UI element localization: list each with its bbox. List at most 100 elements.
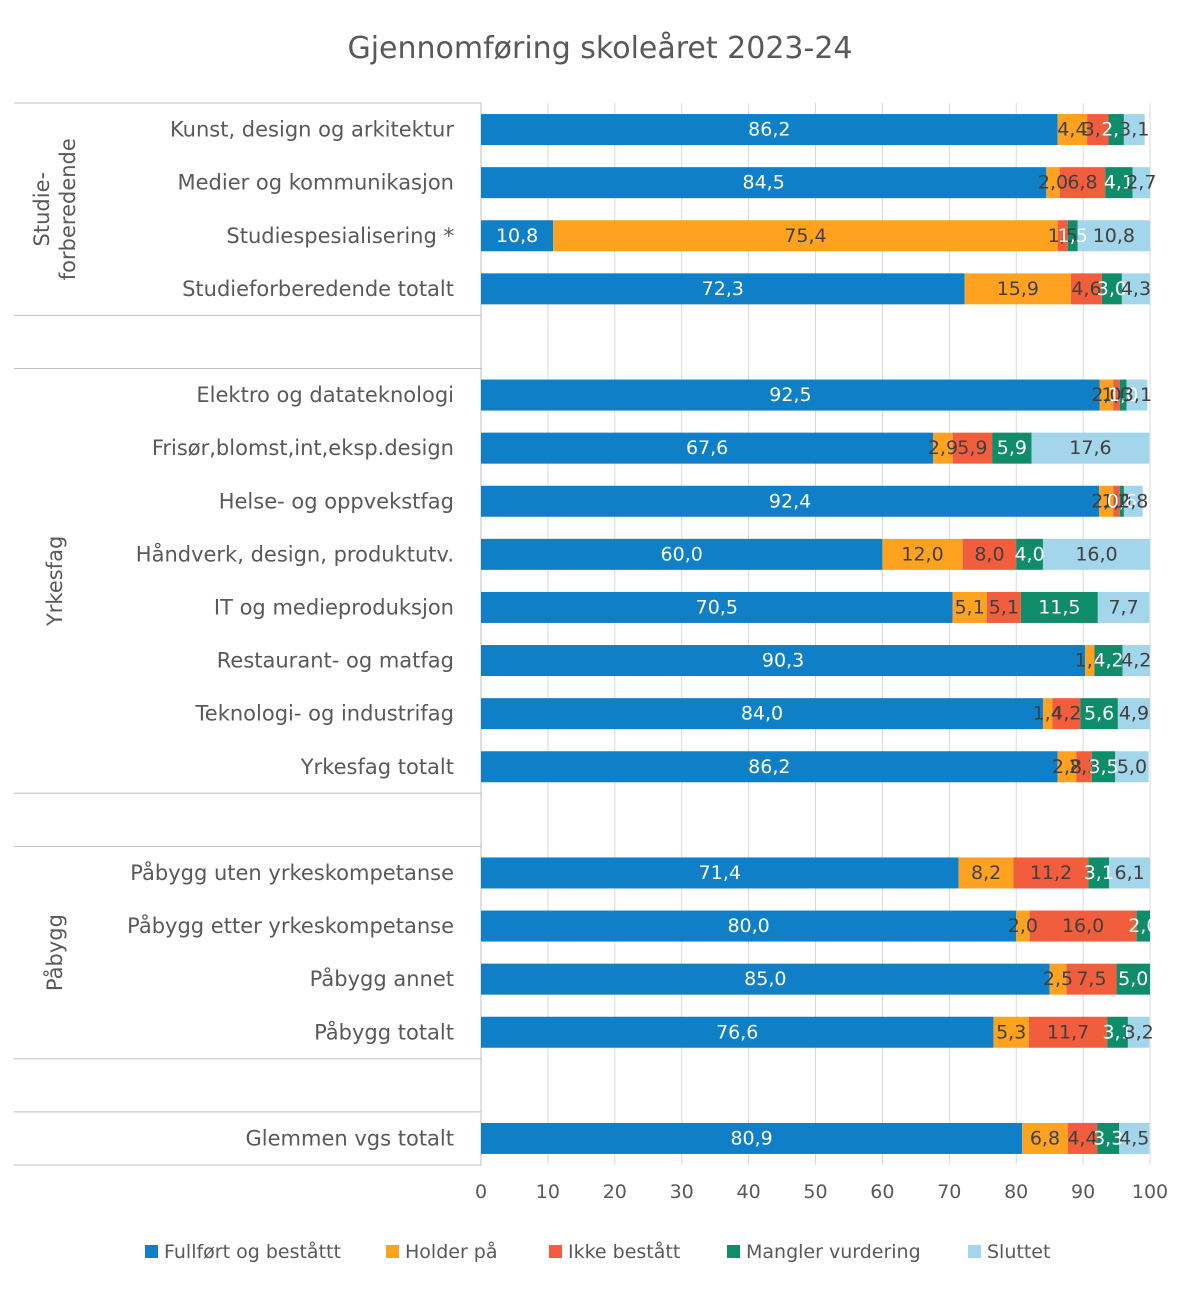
bar-segment [1057,114,1088,146]
category-label: Påbygg totalt [314,1019,454,1044]
bar-segment [1016,910,1030,942]
data-label: 7,7 [1108,596,1138,618]
x-tick-label: 50 [803,1181,827,1203]
data-label: 4,6 [1071,278,1101,300]
data-label: 16,0 [1062,915,1104,937]
data-label: 8,2 [971,862,1001,884]
x-tick-label: 90 [1071,1181,1095,1203]
legend-swatch [549,1245,562,1258]
data-label: 80,0 [727,915,769,937]
bar-segment [1042,698,1053,730]
bar-segment [1067,1122,1098,1154]
bar-segment [1132,167,1150,199]
bar-segment [1052,698,1081,730]
bar-segment [1099,485,1114,517]
bar-segment [962,538,1017,570]
x-tick-label: 60 [870,1181,894,1203]
data-label: 90,3 [762,650,804,672]
bar-segment [1116,963,1150,995]
bar-segment [481,857,959,889]
group-label: Yrkesfag [43,536,67,627]
bar-segment [481,114,1058,146]
data-label: 4,5 [1119,1127,1149,1149]
category-label: Glemmen vgs totalt [246,1126,454,1150]
data-label: 5,1 [989,596,1019,618]
bar-segment [1042,538,1150,570]
data-label: 71,4 [699,862,741,884]
bar-segment [1046,167,1060,199]
data-label: 4,0 [1014,543,1044,565]
data-label: 4,9 [1119,703,1149,725]
data-label: 2,0 [1128,915,1158,937]
bar-segment [958,857,1014,889]
bar-segment [1123,114,1145,146]
bar-segment [1107,1016,1128,1048]
data-label: 7,5 [1076,968,1106,990]
data-label: 85,0 [744,968,786,990]
bar-segment [952,432,993,464]
bar-segment [1108,114,1124,146]
category-label: Helse- og oppvekstfag [219,489,454,513]
data-label: 6,8 [1030,1127,1060,1149]
bar-segment [1101,273,1122,305]
bar-segment [1031,432,1150,464]
bar-segment [1057,751,1077,783]
legend-swatch [145,1245,158,1258]
bar-segment [1091,751,1116,783]
bar-segment [1087,114,1109,146]
data-label: 3,2 [1083,119,1113,141]
data-label: 70,5 [696,596,738,618]
category-label: IT og medieproduksjon [214,595,454,619]
legend-swatch [386,1245,399,1258]
bar-segment [481,591,953,623]
data-label: 3,0 [1097,278,1127,300]
bar-segment [1067,220,1078,252]
bar-segment [1109,857,1150,889]
x-tick-label: 70 [937,1181,961,1203]
data-label: 11,7 [1047,1021,1089,1043]
data-label: 16,0 [1075,543,1117,565]
bar-segment [1013,857,1089,889]
bar-segment [481,1122,1023,1154]
bar-segment [1119,379,1127,411]
category-label: Teknologi- og industrifag [195,702,454,726]
data-label: 4,3 [1121,278,1151,300]
bar-segment [1097,1122,1120,1154]
bar-segment [1076,751,1092,783]
bar-segment [1099,379,1114,411]
bar-segment [481,273,965,305]
data-label: 2,3 [1101,119,1131,141]
data-label: 3,3 [1093,1127,1123,1149]
bar-segment [481,910,1017,942]
data-label: 1,4 [1033,703,1063,725]
bar-segment [481,645,1086,677]
data-label: 1,5 [1048,225,1078,247]
legend-label: Mangler vurdering [746,1241,921,1263]
data-label: 3,2 [1124,1021,1154,1043]
data-label: 5,9 [957,437,987,459]
bar-segment [1126,379,1148,411]
data-label: 1,4 [1075,650,1105,672]
data-label: 86,2 [748,756,790,778]
bar-segment [964,273,1072,305]
bar-segment [481,220,554,252]
data-label: 2,1 [1091,490,1121,512]
data-label: 75,4 [784,225,826,247]
data-label: 80,9 [730,1127,772,1149]
bar-segment [933,432,953,464]
data-label: 2,7 [1126,172,1156,194]
category-label: Restaurant- og matfag [217,649,454,673]
bars-layer: Kunst, design og arkitektur 86,2 4,43,22,3… [127,114,1158,1154]
data-label: 3,1 [1122,384,1152,406]
data-label: 2,0 [1091,384,1121,406]
x-axis: 0 10 20 30 40 50 60 70 80 90 100 [475,1181,1168,1203]
data-label: 6,8 [1067,172,1097,194]
bar-segment [481,538,883,570]
legend-swatch [727,1245,740,1258]
bar-segment [986,591,1021,623]
data-label: 17,6 [1069,437,1111,459]
bar-segment [1127,1016,1150,1048]
x-tick-label: 40 [737,1181,761,1203]
data-label: 8,0 [974,543,1004,565]
